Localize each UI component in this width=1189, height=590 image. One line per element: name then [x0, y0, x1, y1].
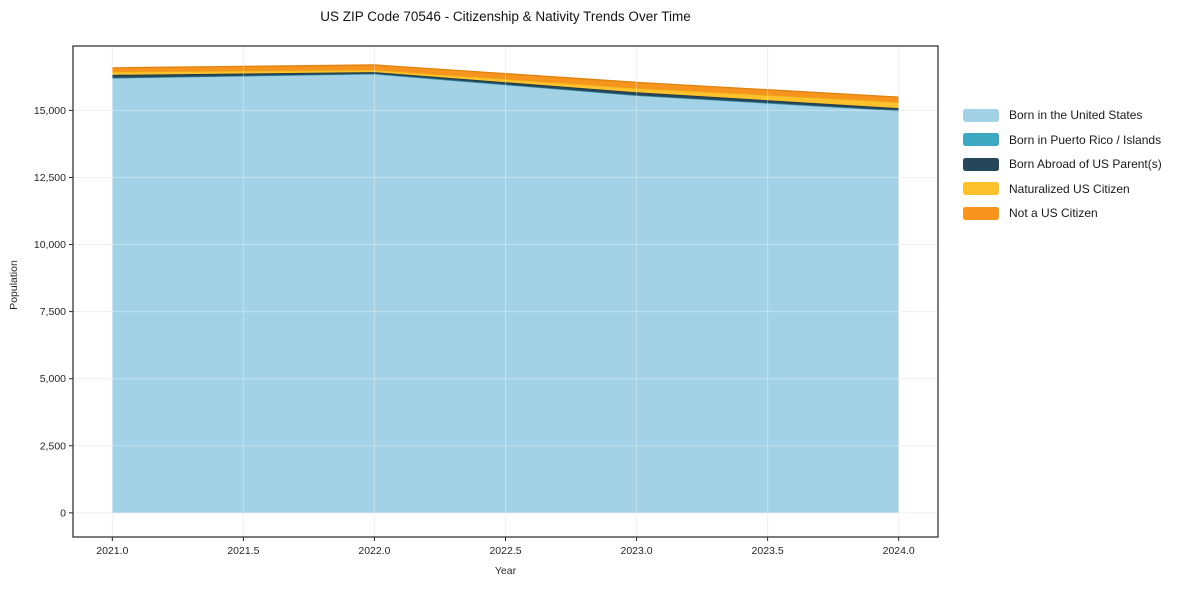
legend-swatch-not-citizen — [963, 206, 999, 220]
area-born-abroad — [112, 72, 899, 111]
legend-label-not-citizen: Not a US Citizen — [1009, 206, 1098, 221]
legend-swatch-born-abroad — [963, 157, 999, 171]
x-tick-label: 2023.5 — [752, 545, 784, 557]
legend-swatch-born-us — [963, 108, 999, 122]
chart-title: US ZIP Code 70546 - Citizenship & Nativi… — [320, 9, 691, 24]
y-tick-label: 15,000 — [34, 105, 66, 117]
y-tick-label: 12,500 — [34, 172, 66, 184]
area-edge-not-citizen — [112, 64, 899, 98]
y-tick-label: 2,500 — [40, 440, 66, 452]
x-tick-label: 2022.0 — [358, 545, 390, 557]
x-tick-label: 2021.5 — [227, 545, 259, 557]
area-naturalized — [112, 70, 899, 109]
x-tick-label: 2022.5 — [489, 545, 521, 557]
area-born-us — [112, 74, 899, 513]
legend-item-born-us: Born in the United States — [963, 103, 1162, 128]
x-tick-label: 2023.0 — [620, 545, 652, 557]
y-tick-label: 10,000 — [34, 239, 66, 251]
legend-label-born-abroad: Born Abroad of US Parent(s) — [1009, 157, 1162, 172]
x-axis-label: Year — [494, 565, 517, 577]
legend-item-born-pr-islands: Born in Puerto Rico / Islands — [963, 128, 1162, 153]
y-tick-label: 0 — [60, 507, 66, 519]
y-tick-label: 7,500 — [40, 306, 66, 318]
legend-swatch-naturalized — [963, 182, 999, 196]
x-tick-label: 2021.0 — [96, 545, 128, 557]
legend-item-born-abroad: Born Abroad of US Parent(s) — [963, 152, 1162, 177]
legend-label-born-us: Born in the United States — [1009, 108, 1143, 123]
legend-label-naturalized: Naturalized US Citizen — [1009, 181, 1130, 196]
y-tick-label: 5,000 — [40, 373, 66, 385]
x-tick-label: 2024.0 — [883, 545, 915, 557]
legend-item-naturalized: Naturalized US Citizen — [963, 177, 1162, 202]
legend: Born in the United States Born in Puerto … — [963, 103, 1162, 226]
legend-swatch-born-pr-islands — [963, 133, 999, 147]
plot-frame — [72, 45, 939, 538]
legend-item-not-citizen: Not a US Citizen — [963, 201, 1162, 226]
legend-label-born-pr-islands: Born in Puerto Rico / Islands — [1009, 132, 1162, 147]
area-not-citizen — [112, 64, 899, 103]
